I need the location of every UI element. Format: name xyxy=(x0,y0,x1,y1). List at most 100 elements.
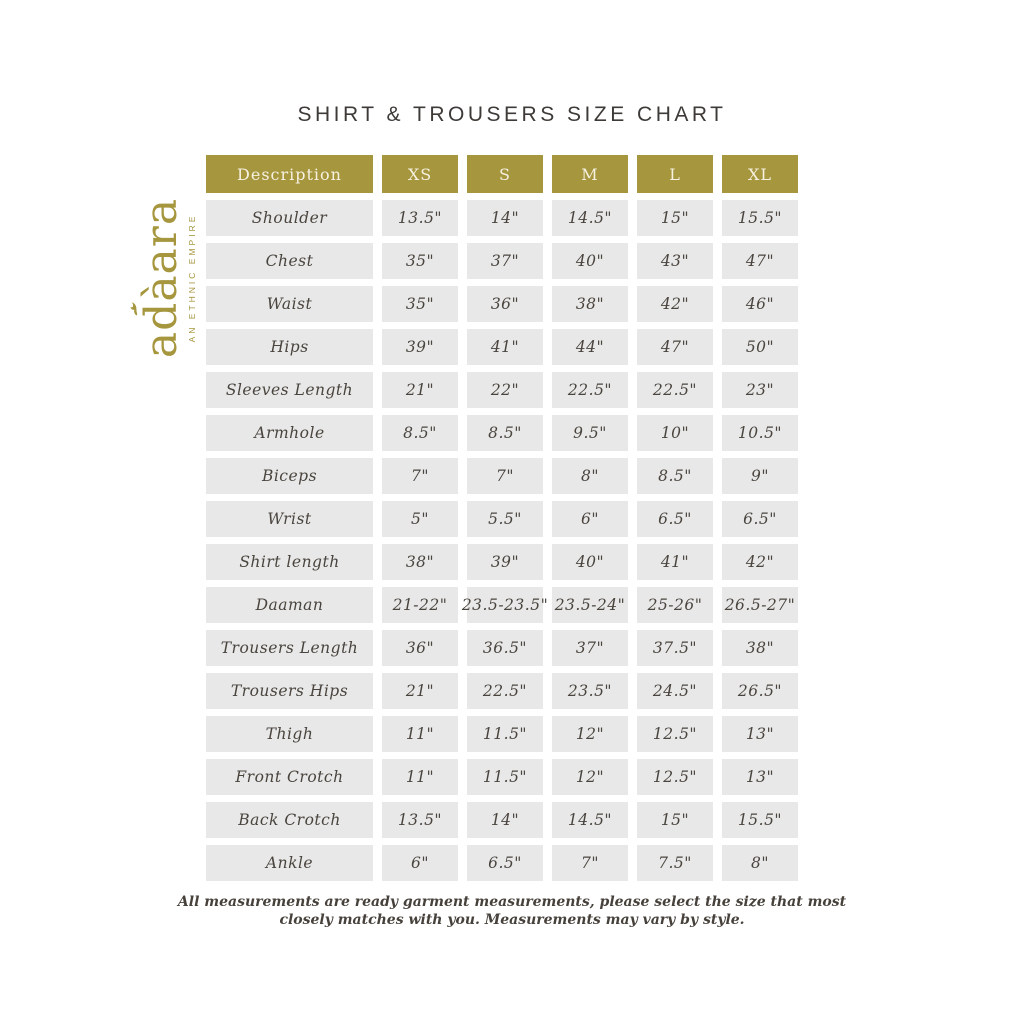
value-biceps-xs: 7" xyxy=(382,458,458,494)
header-cell-s: S xyxy=(467,155,543,193)
row-label-ankle: Ankle xyxy=(206,845,373,881)
value-shirt-length-m: 40" xyxy=(552,544,628,580)
value-sleeves-length-l: 22.5" xyxy=(637,372,713,408)
row-label-armhole: Armhole xyxy=(206,415,373,451)
value-thigh-l: 12.5" xyxy=(637,716,713,752)
row-label-biceps: Biceps xyxy=(206,458,373,494)
value-shirt-length-xs: 38" xyxy=(382,544,458,580)
value-biceps-xl: 9" xyxy=(722,458,798,494)
value-armhole-xs: 8.5" xyxy=(382,415,458,451)
size-table: Description XS S M L XL Shoulder 13.5" 14" 14.5" 1… xyxy=(206,155,798,881)
value-waist-m: 38" xyxy=(552,286,628,322)
value-chest-s: 37" xyxy=(467,243,543,279)
value-biceps-m: 8" xyxy=(552,458,628,494)
value-sleeves-length-m: 22.5" xyxy=(552,372,628,408)
row-label-trousers-length: Trousers Length xyxy=(206,630,373,666)
row-label-shirt-length: Shirt length xyxy=(206,544,373,580)
header-cell-xs: XS xyxy=(382,155,458,193)
value-trousers-length-m: 37" xyxy=(552,630,628,666)
value-thigh-xl: 13" xyxy=(722,716,798,752)
value-daaman-xs: 21-22" xyxy=(382,587,458,623)
value-shoulder-s: 14" xyxy=(467,200,543,236)
footer-note-line2: closely matches with you. Measurements m… xyxy=(279,912,745,929)
value-hips-xl: 50" xyxy=(722,329,798,365)
value-armhole-s: 8.5" xyxy=(467,415,543,451)
value-daaman-s: 23.5-23.5" xyxy=(462,587,548,623)
value-wrist-xl: 6.5" xyxy=(722,501,798,537)
value-front-crotch-m: 12" xyxy=(552,759,628,795)
row-label-thigh: Thigh xyxy=(206,716,373,752)
value-sleeves-length-xs: 21" xyxy=(382,372,458,408)
value-back-crotch-s: 14" xyxy=(467,802,543,838)
value-sleeves-length-s: 22" xyxy=(467,372,543,408)
value-ankle-s: 6.5" xyxy=(467,845,543,881)
value-trousers-length-xs: 36" xyxy=(382,630,458,666)
row-label-waist: Waist xyxy=(206,286,373,322)
value-armhole-xl: 10.5" xyxy=(722,415,798,451)
value-biceps-l: 8.5" xyxy=(637,458,713,494)
value-trousers-length-xl: 38" xyxy=(722,630,798,666)
value-thigh-m: 12" xyxy=(552,716,628,752)
value-shoulder-m: 14.5" xyxy=(552,200,628,236)
value-wrist-m: 6" xyxy=(552,501,628,537)
footer-note-line1: All measurements are ready garment measu… xyxy=(177,894,847,910)
value-front-crotch-xl: 13" xyxy=(722,759,798,795)
value-back-crotch-l: 15" xyxy=(637,802,713,838)
row-label-daaman: Daaman xyxy=(206,587,373,623)
value-chest-l: 43" xyxy=(637,243,713,279)
row-label-sleeves-length: Sleeves Length xyxy=(206,372,373,408)
value-trousers-hips-s: 22.5" xyxy=(467,673,543,709)
value-wrist-xs: 5" xyxy=(382,501,458,537)
value-ankle-l: 7.5" xyxy=(637,845,713,881)
value-ankle-xl: 8" xyxy=(722,845,798,881)
value-trousers-hips-xl: 26.5" xyxy=(722,673,798,709)
value-sleeves-length-xl: 23" xyxy=(722,372,798,408)
bird-icon xyxy=(130,302,138,316)
value-daaman-xl: 26.5-27" xyxy=(722,587,798,623)
value-hips-xs: 39" xyxy=(382,329,458,365)
value-chest-xs: 35" xyxy=(382,243,458,279)
value-back-crotch-xs: 13.5" xyxy=(382,802,458,838)
value-back-crotch-m: 14.5" xyxy=(552,802,628,838)
value-thigh-s: 11.5" xyxy=(467,716,543,752)
value-trousers-length-s: 36.5" xyxy=(467,630,543,666)
footer-note: All measurements are ready garment measu… xyxy=(0,893,1024,929)
value-front-crotch-s: 11.5" xyxy=(467,759,543,795)
value-chest-m: 40" xyxy=(552,243,628,279)
header-cell-m: M xyxy=(552,155,628,193)
value-waist-l: 42" xyxy=(637,286,713,322)
row-label-back-crotch: Back Crotch xyxy=(206,802,373,838)
page-title: SHIRT & TROUSERS SIZE CHART xyxy=(297,103,727,126)
value-trousers-hips-m: 23.5" xyxy=(552,673,628,709)
row-label-front-crotch: Front Crotch xyxy=(206,759,373,795)
value-waist-xs: 35" xyxy=(382,286,458,322)
value-shirt-length-xl: 42" xyxy=(722,544,798,580)
value-hips-l: 47" xyxy=(637,329,713,365)
row-label-shoulder: Shoulder xyxy=(206,200,373,236)
value-biceps-s: 7" xyxy=(467,458,543,494)
value-back-crotch-xl: 15.5" xyxy=(722,802,798,838)
value-trousers-length-l: 37.5" xyxy=(637,630,713,666)
value-ankle-xs: 6" xyxy=(382,845,458,881)
brand-wordmark: adàara xyxy=(136,197,187,359)
value-ankle-m: 7" xyxy=(552,845,628,881)
value-daaman-m: 23.5-24" xyxy=(552,587,628,623)
value-armhole-l: 10" xyxy=(637,415,713,451)
header-cell-l: L xyxy=(637,155,713,193)
row-label-trousers-hips: Trousers Hips xyxy=(206,673,373,709)
row-label-hips: Hips xyxy=(206,329,373,365)
value-hips-m: 44" xyxy=(552,329,628,365)
value-armhole-m: 9.5" xyxy=(552,415,628,451)
value-trousers-hips-l: 24.5" xyxy=(637,673,713,709)
value-shirt-length-s: 39" xyxy=(467,544,543,580)
value-front-crotch-l: 12.5" xyxy=(637,759,713,795)
value-chest-xl: 47" xyxy=(722,243,798,279)
value-front-crotch-xs: 11" xyxy=(382,759,458,795)
brand-tagline: AN ETHNIC EMPIRE xyxy=(187,213,197,343)
value-wrist-s: 5.5" xyxy=(467,501,543,537)
value-shoulder-xs: 13.5" xyxy=(382,200,458,236)
header-cell-description: Description xyxy=(206,155,373,193)
value-waist-s: 36" xyxy=(467,286,543,322)
value-daaman-l: 25-26" xyxy=(637,587,713,623)
